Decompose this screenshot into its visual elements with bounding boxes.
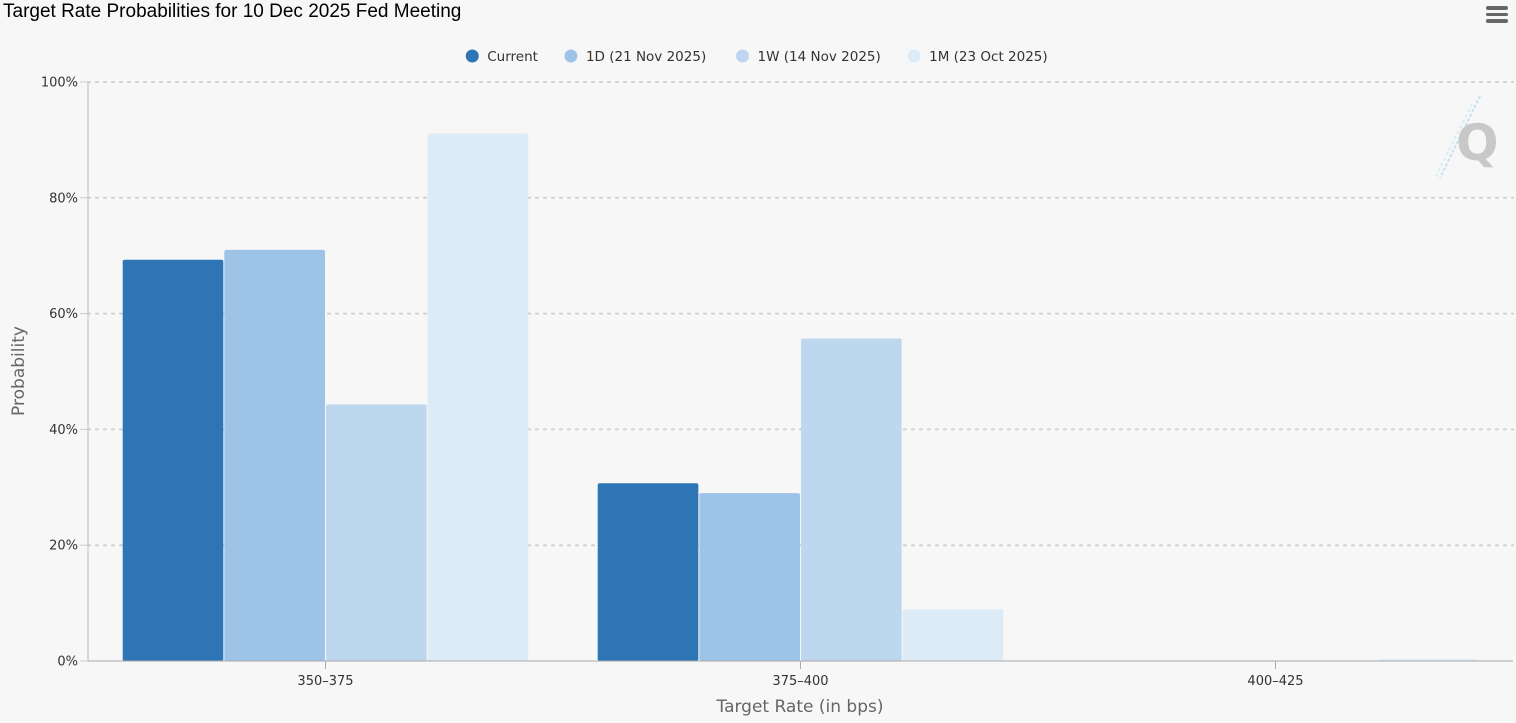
y-tick-label: 40% xyxy=(49,423,78,438)
x-tick-label: 400–425 xyxy=(1247,674,1303,689)
legend-item[interactable]: 1D (21 Nov 2025) xyxy=(564,49,706,65)
legend-marker-icon xyxy=(736,49,750,63)
y-tick-label: 0% xyxy=(57,655,78,670)
legend-marker-icon xyxy=(907,49,921,63)
bars xyxy=(122,133,1479,661)
bar[interactable] xyxy=(326,404,427,661)
page-title: Target Rate Probabilities for 10 Dec 202… xyxy=(3,1,462,22)
gridlines xyxy=(87,81,1514,547)
y-tick-label: 80% xyxy=(49,191,78,206)
x-tick-label: 350–375 xyxy=(297,674,353,689)
bar[interactable] xyxy=(699,493,800,661)
legend-label: 1W (14 Nov 2025) xyxy=(758,49,881,65)
bar[interactable] xyxy=(224,249,325,661)
x-tick-label: 375–400 xyxy=(772,674,828,689)
bar[interactable] xyxy=(427,133,529,661)
y-axis-title: Probability xyxy=(9,326,29,416)
svg-text:Q: Q xyxy=(1456,114,1499,172)
legend-label: Current xyxy=(487,49,538,65)
y-tick-label: 100% xyxy=(41,76,78,91)
bar[interactable] xyxy=(122,259,224,661)
legend-label: 1M (23 Oct 2025) xyxy=(929,49,1048,65)
legend-item[interactable]: Current xyxy=(465,49,538,65)
legend-marker-icon xyxy=(564,49,578,63)
y-tick-label: 60% xyxy=(49,307,78,322)
bar[interactable] xyxy=(801,338,902,661)
legend-marker-icon xyxy=(465,49,479,63)
legend-item[interactable]: 1W (14 Nov 2025) xyxy=(736,49,881,65)
x-axis-labels: 350–375 375–400 400–425 xyxy=(297,661,1304,689)
legend-item[interactable]: 1M (23 Oct 2025) xyxy=(907,49,1048,65)
legend: Current 1D (21 Nov 2025) 1W (14 Nov 2025) 1… xyxy=(465,49,1048,65)
y-tick-label: 20% xyxy=(49,539,78,554)
x-axis-title: Target Rate (in bps) xyxy=(716,697,884,717)
hamburger-menu-icon[interactable] xyxy=(1486,6,1508,24)
bar[interactable] xyxy=(597,483,699,661)
menu-line-icon xyxy=(1486,12,1508,16)
menu-line-icon xyxy=(1486,6,1508,10)
legend-label: 1D (21 Nov 2025) xyxy=(586,49,706,65)
bar[interactable] xyxy=(902,609,1004,661)
menu-line-icon xyxy=(1486,19,1508,23)
y-axis-labels: 0% 20% 40% 60% 80% 100% xyxy=(41,76,88,670)
q-logo-icon: Q xyxy=(1435,95,1499,179)
